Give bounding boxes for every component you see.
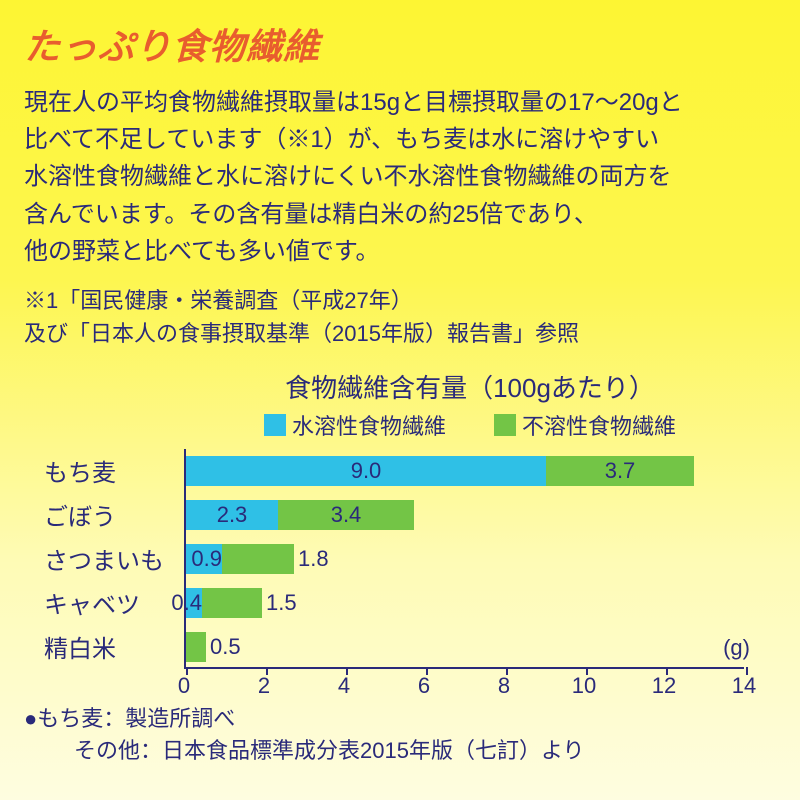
category-label: キャベツ — [44, 581, 184, 625]
unit-label: (g) — [723, 635, 750, 661]
category-label: もち麦 — [44, 449, 184, 493]
footer-line-2: その他：日本食品標準成分表2015年版（七訂）より — [24, 735, 776, 767]
bar-segment: 0.4 — [186, 588, 202, 618]
bar-segment: 3.7 — [546, 456, 694, 486]
bar-row: 9.03.7 — [186, 449, 744, 493]
bar-value-outside: 1.5 — [262, 590, 297, 616]
x-tick-label: 8 — [498, 673, 510, 699]
x-tick-label: 14 — [732, 673, 756, 699]
bar-segment: 0.5 — [186, 632, 206, 662]
category-label: ごぼう — [44, 493, 184, 537]
swatch-insoluble — [494, 414, 516, 436]
chart-title: 食物繊維含有量（100gあたり） — [174, 368, 766, 405]
bar-value-outside: 1.8 — [294, 546, 329, 572]
bars-grid: 9.03.72.33.40.91.80.41.50.5(g) — [184, 449, 744, 669]
footnote-reference: ※1「国民健康・栄養調査（平成27年）及び「日本人の食事摂取基準（2015年版）… — [24, 284, 776, 350]
bar-row: 2.33.4 — [186, 493, 744, 537]
x-tick-label: 4 — [338, 673, 350, 699]
x-tick-label: 12 — [652, 673, 676, 699]
bar-segment: 2.3 — [186, 500, 278, 530]
legend-item-soluble: 水溶性食物繊維 — [264, 409, 446, 441]
legend-label-soluble: 水溶性食物繊維 — [292, 409, 446, 441]
chart-source-footer: ●もち麦：製造所調べ その他：日本食品標準成分表2015年版（七訂）より — [24, 703, 776, 767]
bar-row: 0.5 — [186, 625, 744, 669]
x-tick-label: 6 — [418, 673, 430, 699]
x-tick-label: 10 — [572, 673, 596, 699]
bar-row: 0.41.5 — [186, 581, 744, 625]
category-label: 精白米 — [44, 625, 184, 669]
plot-area: もち麦ごぼうさつまいもキャベツ精白米 9.03.72.33.40.91.80.4… — [44, 449, 766, 697]
legend-item-insoluble: 不溶性食物繊維 — [494, 409, 676, 441]
page: たっぷり食物繊維 現在人の平均食物繊維摂取量は15gと目標摂取量の17～20gと… — [0, 0, 800, 800]
bar-segment: 0.9 — [186, 544, 222, 574]
bar-segment: 1.8 — [222, 544, 294, 574]
x-axis-labels: 02468101214 — [184, 669, 744, 697]
footer-line-1: ●もち麦：製造所調べ — [24, 706, 235, 731]
category-label: さつまいも — [44, 537, 184, 581]
body-paragraph: 現在人の平均食物繊維摂取量は15gと目標摂取量の17～20gと比べて不足していま… — [24, 84, 776, 270]
y-axis-labels: もち麦ごぼうさつまいもキャベツ精白米 — [44, 449, 184, 697]
chart-legend: 水溶性食物繊維 不溶性食物繊維 — [174, 409, 766, 441]
bars-column: 9.03.72.33.40.91.80.41.50.5(g) 024681012… — [184, 449, 766, 697]
legend-label-insoluble: 不溶性食物繊維 — [522, 409, 676, 441]
bar-segment: 3.4 — [278, 500, 414, 530]
bar-segment: 9.0 — [186, 456, 546, 486]
page-title: たっぷり食物繊維 — [24, 18, 776, 70]
bar-segment: 1.5 — [202, 588, 262, 618]
bar-value-outside: 0.5 — [206, 634, 241, 660]
swatch-soluble — [264, 414, 286, 436]
x-tick-label: 2 — [258, 673, 270, 699]
fiber-chart: 食物繊維含有量（100gあたり） 水溶性食物繊維 不溶性食物繊維 もち麦ごぼうさ… — [44, 368, 766, 697]
x-tick-label: 0 — [178, 673, 190, 699]
bar-row: 0.91.8 — [186, 537, 744, 581]
